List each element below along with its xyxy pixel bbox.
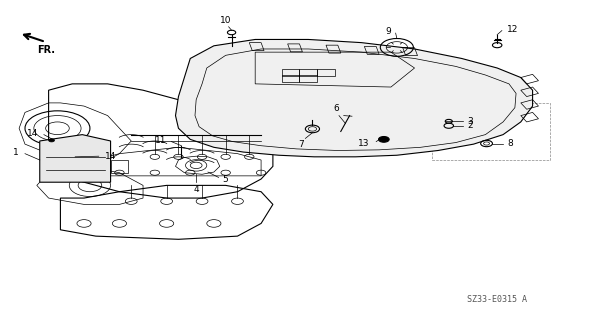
Circle shape (378, 137, 389, 142)
Text: FR.: FR. (37, 45, 55, 55)
Text: 5: 5 (223, 174, 228, 184)
Text: 14: 14 (27, 129, 39, 138)
Text: 1: 1 (14, 148, 19, 157)
Text: 13: 13 (358, 139, 369, 148)
Text: SZ33-E0315 A: SZ33-E0315 A (467, 295, 527, 304)
Text: 11: 11 (155, 136, 167, 145)
Text: 8: 8 (508, 139, 514, 148)
Text: 14: 14 (105, 152, 116, 161)
Text: 2: 2 (468, 121, 473, 130)
Text: 10: 10 (220, 17, 231, 26)
Text: 3: 3 (468, 117, 473, 126)
Text: 9: 9 (385, 27, 391, 36)
Polygon shape (40, 135, 110, 182)
Text: 6: 6 (334, 104, 340, 113)
Text: 4: 4 (193, 185, 199, 194)
Circle shape (49, 139, 55, 142)
Text: 12: 12 (506, 25, 518, 35)
Polygon shape (176, 39, 533, 157)
Text: 7: 7 (298, 140, 304, 149)
